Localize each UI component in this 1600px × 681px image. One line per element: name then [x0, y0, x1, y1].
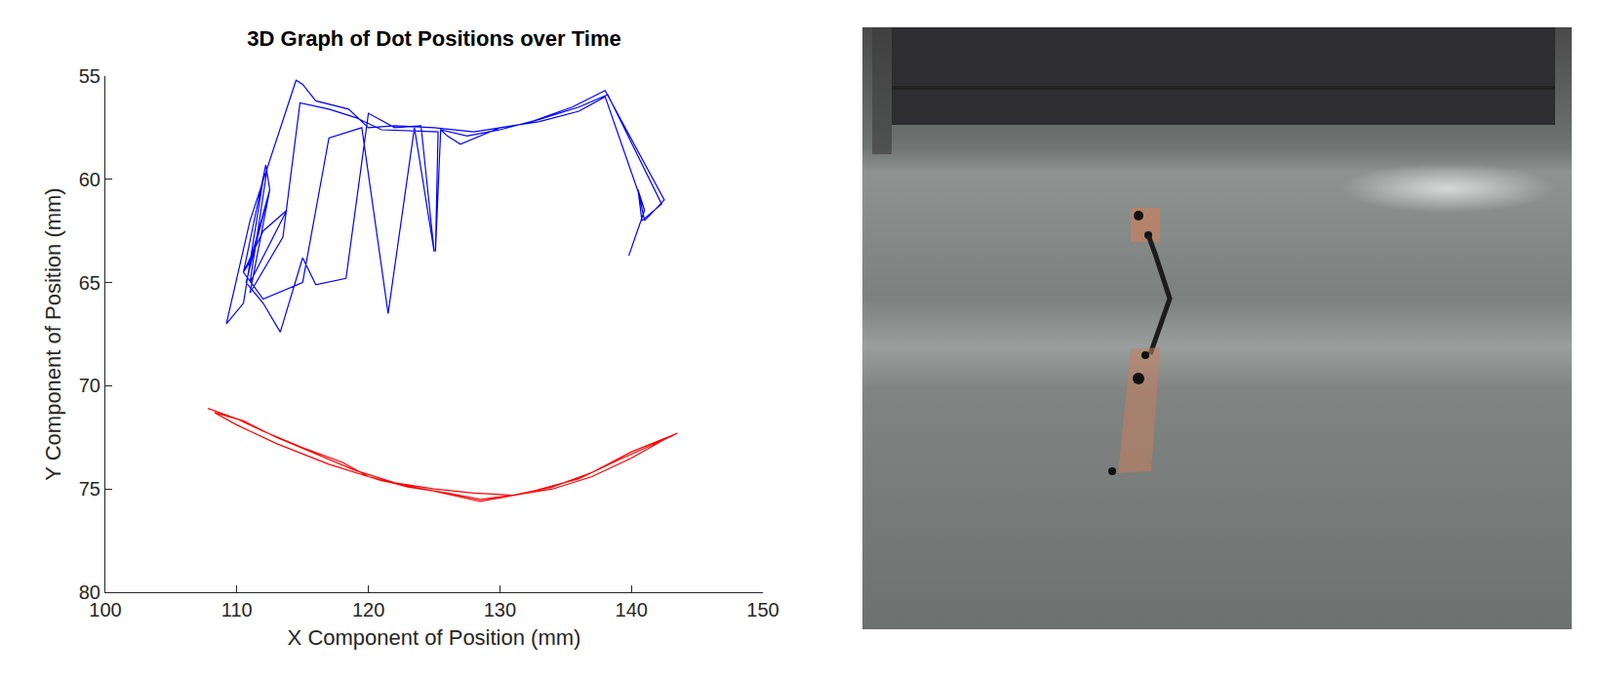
svg-text:65: 65 — [79, 272, 101, 294]
svg-text:60: 60 — [79, 168, 101, 191]
svg-text:150: 150 — [746, 599, 779, 621]
svg-text:130: 130 — [483, 599, 517, 621]
svg-text:75: 75 — [79, 478, 101, 500]
svg-text:100: 100 — [88, 599, 121, 621]
svg-text:110: 110 — [221, 599, 253, 621]
svg-text:3D Graph of Dot Positions over: 3D Graph of Dot Positions over Time — [246, 26, 621, 51]
svg-text:70: 70 — [79, 374, 101, 397]
svg-text:80: 80 — [79, 581, 101, 603]
svg-text:55: 55 — [79, 65, 101, 87]
svg-text:120: 120 — [352, 599, 385, 621]
svg-text:140: 140 — [615, 599, 648, 621]
svg-text:X Component of Position (mm): X Component of Position (mm) — [287, 625, 582, 650]
svg-text:Y Component of Position (mm): Y Component of Position (mm) — [40, 187, 66, 480]
